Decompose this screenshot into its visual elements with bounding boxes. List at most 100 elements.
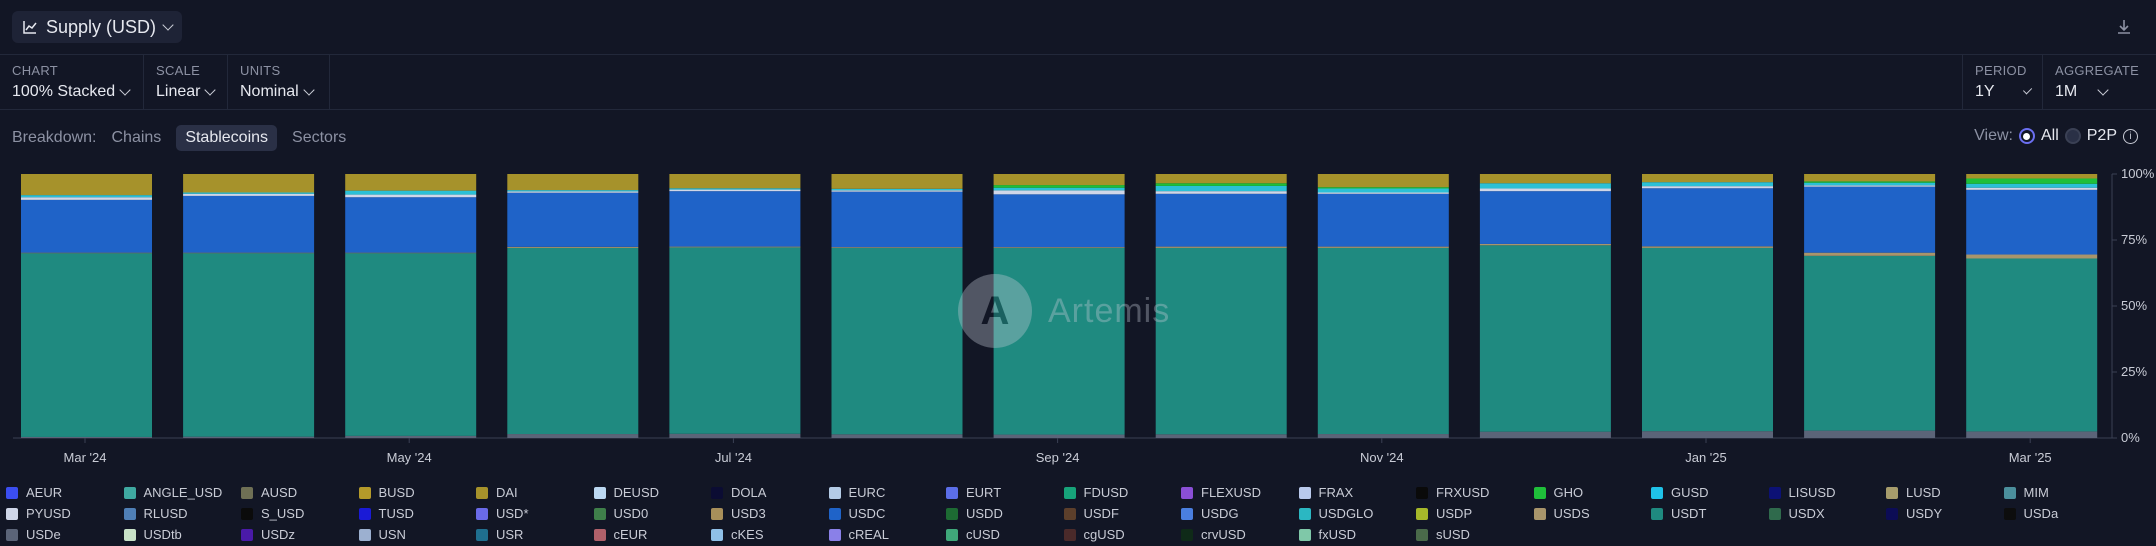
bar-segment[interactable] <box>183 252 315 254</box>
bar-segment[interactable] <box>1642 182 1773 187</box>
bar-segment[interactable] <box>1155 191 1287 194</box>
bar-segment[interactable] <box>831 188 963 191</box>
bar-segment[interactable] <box>993 434 1125 438</box>
bar-segment[interactable] <box>669 188 801 190</box>
legend-item[interactable]: RLUSD <box>123 503 242 524</box>
legend-item[interactable]: GUSD <box>1651 482 1769 503</box>
bar-segment[interactable] <box>1966 254 2098 259</box>
legend-item[interactable]: USDC <box>828 503 947 524</box>
bar-segment[interactable] <box>345 435 477 438</box>
bar-segment[interactable] <box>345 252 477 254</box>
bar-segment[interactable] <box>669 174 801 189</box>
legend-item[interactable]: LISUSD <box>1768 482 1887 503</box>
bar-segment[interactable] <box>1155 434 1287 438</box>
bar-segment[interactable] <box>1479 174 1611 184</box>
bar-segment[interactable] <box>21 252 152 254</box>
aggregate-select[interactable]: AGGREGATE 1M <box>2042 55 2156 110</box>
legend-item[interactable]: USDT <box>1651 503 1769 524</box>
bar-segment[interactable] <box>1479 191 1611 244</box>
breakdown-sectors[interactable]: Sectors <box>292 129 347 146</box>
bar-segment[interactable] <box>1642 431 1773 438</box>
bar-segment[interactable] <box>1804 174 1936 182</box>
legend-item[interactable]: USD3 <box>711 503 829 524</box>
bar-segment[interactable] <box>831 191 963 248</box>
bar-segment[interactable] <box>1317 193 1449 247</box>
legend-item[interactable]: FLEXUSD <box>1181 482 1299 503</box>
bar-segment[interactable] <box>993 174 1125 186</box>
bar-segment[interactable] <box>1804 182 1936 186</box>
legend-item[interactable]: USDe <box>6 524 124 545</box>
legend-item[interactable]: GHO <box>1533 482 1652 503</box>
bar-segment[interactable] <box>21 195 152 198</box>
bar-segment[interactable] <box>1642 246 1773 248</box>
bar-segment[interactable] <box>993 190 1125 195</box>
legend-item[interactable]: USDY <box>1886 503 2004 524</box>
info-icon[interactable]: i <box>2123 128 2138 144</box>
legend-item[interactable]: S_USD <box>241 503 359 524</box>
legend-item[interactable]: sUSD <box>1416 524 1534 545</box>
bar-segment[interactable] <box>831 247 963 248</box>
bar-segment[interactable] <box>183 193 315 196</box>
legend-item[interactable]: EURT <box>946 482 1064 503</box>
legend-item[interactable]: fxUSD <box>1298 524 1417 545</box>
bar-segment[interactable] <box>1317 174 1449 188</box>
legend-item[interactable]: USN <box>358 524 477 545</box>
bar-segment[interactable] <box>183 253 315 437</box>
bar-segment[interactable] <box>1966 431 2098 438</box>
bar-segment[interactable] <box>1642 174 1773 183</box>
bar-segment[interactable] <box>507 174 639 191</box>
legend-item[interactable]: FRAX <box>1298 482 1417 503</box>
bar-segment[interactable] <box>1966 183 2098 188</box>
legend-item[interactable]: USR <box>476 524 594 545</box>
bar-segment[interactable] <box>507 192 639 247</box>
legend-item[interactable]: BUSD <box>358 482 477 503</box>
legend-item[interactable]: cUSD <box>946 524 1064 545</box>
bar-segment[interactable] <box>183 436 315 438</box>
legend-item[interactable]: cREAL <box>828 524 947 545</box>
bar-segment[interactable] <box>1317 434 1449 438</box>
legend-item[interactable]: cgUSD <box>1063 524 1182 545</box>
view-p2p-label[interactable]: P2P <box>2086 127 2117 144</box>
legend-item[interactable]: crvUSD <box>1181 524 1299 545</box>
legend-item[interactable]: USDa <box>2003 503 2122 524</box>
bar-segment[interactable] <box>1804 255 1936 431</box>
legend-item[interactable]: USDD <box>946 503 1064 524</box>
bar-segment[interactable] <box>1804 252 1936 256</box>
legend-item[interactable]: DEUSD <box>593 482 712 503</box>
legend-item[interactable]: DAI <box>476 482 594 503</box>
bar-segment[interactable] <box>1479 188 1611 192</box>
bar-segment[interactable] <box>1479 183 1611 189</box>
bar-segment[interactable] <box>507 191 639 193</box>
view-all-label[interactable]: All <box>2040 127 2059 144</box>
legend-item[interactable]: EURC <box>828 482 947 503</box>
bar-segment[interactable] <box>507 247 639 435</box>
bar-segment[interactable] <box>1155 193 1287 247</box>
bar-segment[interactable] <box>993 187 1125 191</box>
bar-segment[interactable] <box>1479 243 1611 246</box>
bar-segment[interactable] <box>993 247 1125 435</box>
bar-segment[interactable] <box>669 246 801 248</box>
download-icon[interactable] <box>2114 17 2134 37</box>
legend-item[interactable]: FDUSD <box>1063 482 1182 503</box>
legend-item[interactable]: USDF <box>1063 503 1182 524</box>
bar-segment[interactable] <box>1966 174 2098 179</box>
legend-item[interactable]: LUSD <box>1886 482 2004 503</box>
bar-segment[interactable] <box>1804 185 1936 187</box>
bar-segment[interactable] <box>1479 245 1611 432</box>
bar-segment[interactable] <box>1155 247 1287 435</box>
bar-segment[interactable] <box>831 174 963 189</box>
legend-item[interactable]: PYUSD <box>6 503 124 524</box>
bar-segment[interactable] <box>1642 188 1773 247</box>
legend-item[interactable]: ANGLE_USD <box>123 482 242 503</box>
breakdown-stablecoins[interactable]: Stablecoins <box>176 125 278 151</box>
bar-segment[interactable] <box>507 190 639 192</box>
bar-segment[interactable] <box>1479 431 1611 438</box>
legend-item[interactable]: FRXUSD <box>1416 482 1534 503</box>
legend-item[interactable]: USDGLO <box>1298 503 1417 524</box>
bar-segment[interactable] <box>21 174 152 196</box>
bar-segment[interactable] <box>993 185 1125 188</box>
legend-item[interactable]: USD* <box>476 503 594 524</box>
bar-segment[interactable] <box>1966 187 2098 190</box>
legend-item[interactable]: USDP <box>1416 503 1534 524</box>
legend-item[interactable]: cKES <box>711 524 829 545</box>
